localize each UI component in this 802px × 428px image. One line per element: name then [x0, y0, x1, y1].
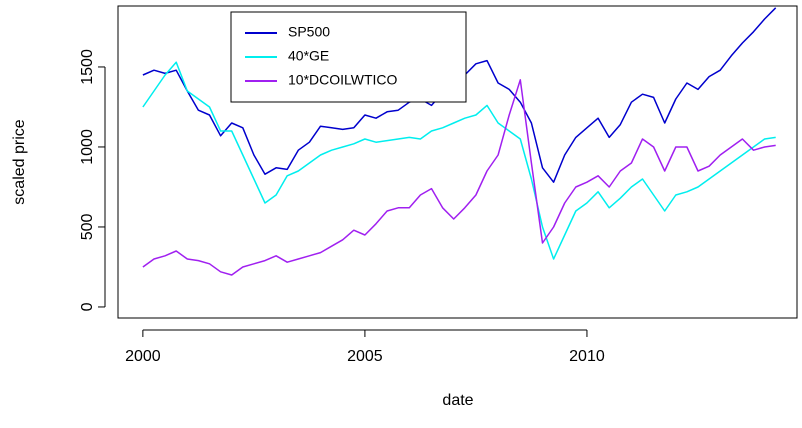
legend: SP500 40*GE 10*DCOILWTICO: [230, 11, 467, 103]
x-axis-label: date: [442, 392, 473, 409]
legend-label: SP500: [288, 24, 330, 40]
legend-label: 40*GE: [288, 48, 329, 64]
series-line: [142, 79, 776, 276]
y-tick-label: 1500: [79, 49, 96, 85]
y-axis-label: scaled price: [11, 119, 28, 204]
legend-label: 10*DCOILWTICO: [288, 72, 398, 88]
y-tick-label: 1000: [79, 129, 96, 165]
y-tick-label: 0: [79, 302, 96, 311]
y-tick-label: 500: [79, 214, 96, 241]
x-tick-label: 2000: [125, 348, 161, 365]
series-line: [142, 61, 776, 260]
x-tick-label: 2005: [347, 348, 383, 365]
legend-items: SP500 40*GE 10*DCOILWTICO: [245, 24, 398, 88]
x-tick-label: 2010: [569, 348, 605, 365]
plot-box: [117, 5, 798, 319]
